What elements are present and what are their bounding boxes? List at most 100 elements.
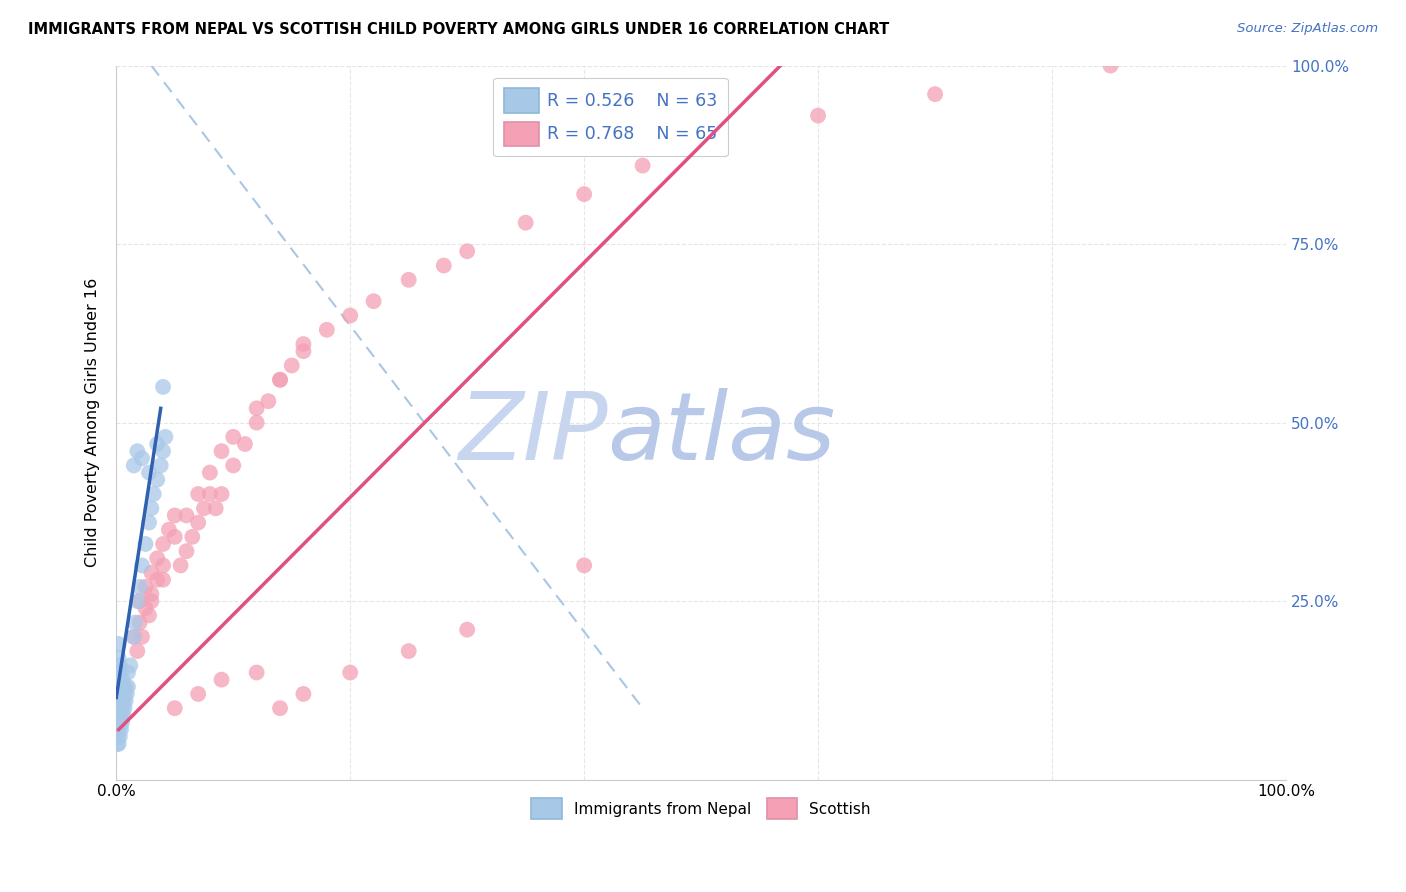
- Point: [456, 623, 478, 637]
- Point: [108, 673, 131, 687]
- Point: [114, 687, 136, 701]
- Point: [1099, 59, 1122, 73]
- Point: [107, 680, 129, 694]
- Point: [117, 680, 139, 694]
- Point: [138, 516, 160, 530]
- Text: IMMIGRANTS FROM NEPAL VS SCOTTISH CHILD POVERTY AMONG GIRLS UNDER 16 CORRELATION: IMMIGRANTS FROM NEPAL VS SCOTTISH CHILD …: [28, 22, 890, 37]
- Point: [155, 430, 177, 444]
- Point: [138, 608, 160, 623]
- Point: [108, 701, 131, 715]
- Point: [122, 458, 145, 473]
- Point: [134, 537, 156, 551]
- Point: [107, 651, 129, 665]
- Point: [339, 665, 361, 680]
- Text: atlas: atlas: [607, 388, 835, 479]
- Point: [108, 715, 131, 730]
- Point: [269, 373, 291, 387]
- Point: [163, 508, 186, 523]
- Point: [127, 594, 149, 608]
- Point: [211, 444, 233, 458]
- Point: [111, 715, 134, 730]
- Point: [107, 687, 129, 701]
- Point: [924, 87, 946, 102]
- Y-axis label: Child Poverty Among Girls Under 16: Child Poverty Among Girls Under 16: [86, 278, 100, 567]
- Point: [146, 551, 169, 566]
- Point: [131, 558, 153, 573]
- Point: [246, 416, 269, 430]
- Point: [110, 665, 132, 680]
- Point: [110, 680, 132, 694]
- Point: [363, 294, 385, 309]
- Point: [122, 630, 145, 644]
- Point: [193, 501, 215, 516]
- Point: [131, 630, 153, 644]
- Point: [127, 644, 149, 658]
- Point: [108, 687, 131, 701]
- Point: [112, 680, 135, 694]
- Point: [433, 259, 456, 273]
- Point: [107, 737, 129, 751]
- Point: [292, 687, 315, 701]
- Point: [211, 673, 233, 687]
- Point: [198, 466, 221, 480]
- Point: [211, 487, 233, 501]
- Point: [107, 680, 129, 694]
- Legend: Immigrants from Nepal, Scottish: Immigrants from Nepal, Scottish: [526, 792, 877, 825]
- Point: [110, 694, 132, 708]
- Point: [222, 458, 245, 473]
- Point: [107, 715, 129, 730]
- Point: [181, 530, 204, 544]
- Point: [198, 487, 221, 501]
- Point: [163, 530, 186, 544]
- Point: [176, 508, 198, 523]
- Point: [107, 730, 129, 744]
- Point: [169, 558, 191, 573]
- Point: [152, 537, 174, 551]
- Point: [269, 373, 291, 387]
- Point: [572, 558, 595, 573]
- Point: [107, 723, 129, 737]
- Point: [690, 130, 713, 145]
- Point: [112, 694, 135, 708]
- Point: [631, 159, 654, 173]
- Point: [114, 680, 136, 694]
- Point: [134, 601, 156, 615]
- Point: [107, 665, 129, 680]
- Point: [146, 573, 169, 587]
- Point: [398, 273, 420, 287]
- Point: [110, 723, 132, 737]
- Point: [111, 701, 134, 715]
- Point: [122, 630, 145, 644]
- Point: [124, 615, 146, 630]
- Point: [339, 309, 361, 323]
- Point: [572, 187, 595, 202]
- Point: [138, 466, 160, 480]
- Point: [127, 444, 149, 458]
- Point: [107, 701, 129, 715]
- Point: [107, 708, 129, 723]
- Point: [246, 665, 269, 680]
- Point: [204, 501, 226, 516]
- Point: [398, 644, 420, 658]
- Point: [152, 558, 174, 573]
- Point: [131, 451, 153, 466]
- Point: [515, 216, 537, 230]
- Point: [292, 344, 315, 359]
- Point: [149, 458, 172, 473]
- Point: [152, 444, 174, 458]
- Point: [315, 323, 337, 337]
- Point: [120, 658, 142, 673]
- Point: [112, 708, 135, 723]
- Point: [152, 380, 174, 394]
- Text: ZIP: ZIP: [458, 388, 607, 479]
- Point: [107, 694, 129, 708]
- Text: Source: ZipAtlas.com: Source: ZipAtlas.com: [1237, 22, 1378, 36]
- Point: [141, 566, 163, 580]
- Point: [280, 359, 302, 373]
- Point: [152, 573, 174, 587]
- Point: [111, 687, 134, 701]
- Point: [108, 730, 131, 744]
- Point: [176, 544, 198, 558]
- Point: [128, 594, 150, 608]
- Point: [163, 701, 186, 715]
